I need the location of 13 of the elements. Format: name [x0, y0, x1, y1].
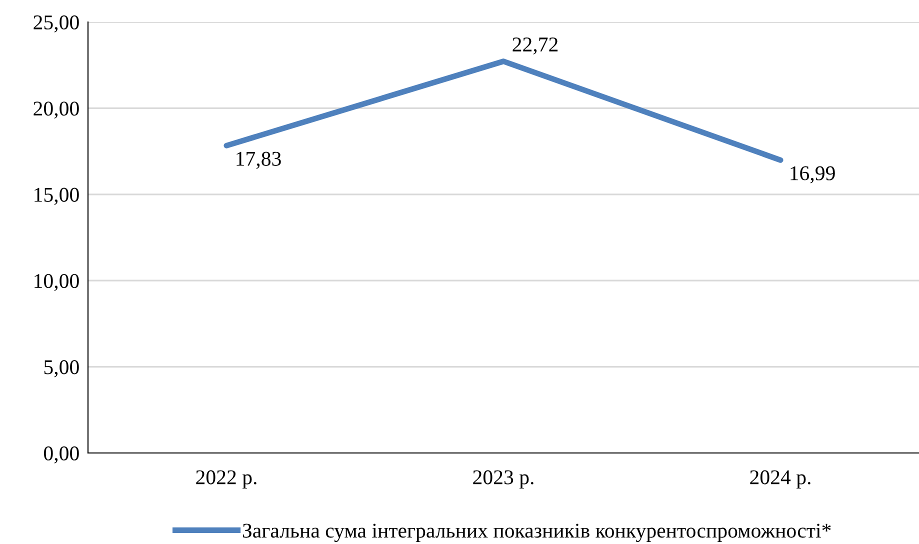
- data-label: 16,99: [790, 166, 835, 184]
- x-tick-label: 2023 р.: [473, 470, 534, 489]
- y-tick-label: 10,00: [34, 274, 79, 292]
- data-label: 22,72: [512, 38, 558, 55]
- legend-label: Загальна сума інтегральних показників конкурентоспроможності*: [242, 524, 831, 542]
- x-tick-label: 2024 р.: [750, 470, 810, 489]
- y-tick-label: 5,00: [44, 360, 79, 378]
- x-tick-label: 2022 р.: [196, 470, 256, 489]
- y-tick-label: 20,00: [34, 102, 79, 119]
- y-tick-label: 25,00: [34, 15, 79, 32]
- y-tick-label: 15,00: [34, 188, 79, 205]
- y-tick-label: 0,00: [44, 446, 79, 464]
- data-label: 17,83: [236, 152, 281, 169]
